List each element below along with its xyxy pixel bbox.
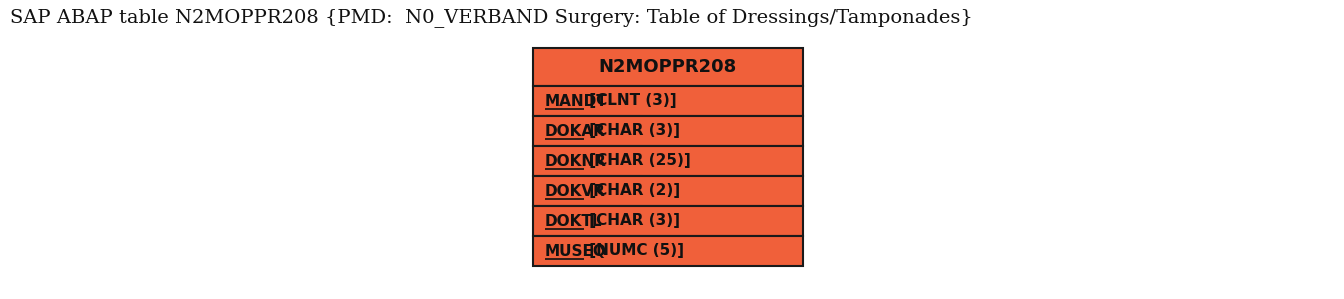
Bar: [534, 236, 802, 266]
Text: [NUMC (5)]: [NUMC (5)]: [583, 243, 684, 259]
Text: [CHAR (25)]: [CHAR (25)]: [583, 153, 691, 169]
Text: [CHAR (3)]: [CHAR (3)]: [583, 123, 680, 138]
Text: [CHAR (2)]: [CHAR (2)]: [583, 184, 680, 199]
Text: [CHAR (3)]: [CHAR (3)]: [583, 213, 680, 228]
Text: DOKVR: DOKVR: [544, 184, 606, 199]
Bar: [534, 146, 802, 176]
Bar: [534, 116, 802, 146]
Text: DOKAR: DOKAR: [544, 123, 606, 138]
Text: MANDT: MANDT: [544, 94, 607, 109]
Bar: [534, 176, 802, 206]
Text: DOKNR: DOKNR: [544, 153, 607, 169]
Text: DOKTL: DOKTL: [544, 213, 602, 228]
Text: N2MOPPR208: N2MOPPR208: [599, 58, 737, 76]
Bar: [534, 206, 802, 236]
Bar: [534, 48, 802, 86]
Text: MUSEQ: MUSEQ: [544, 243, 607, 259]
Text: SAP ABAP table N2MOPPR208 {PMD:  N0_VERBAND Surgery: Table of Dressings/Tamponad: SAP ABAP table N2MOPPR208 {PMD: N0_VERBA…: [9, 8, 973, 27]
Text: [CLNT (3)]: [CLNT (3)]: [583, 94, 676, 109]
Bar: [534, 86, 802, 116]
